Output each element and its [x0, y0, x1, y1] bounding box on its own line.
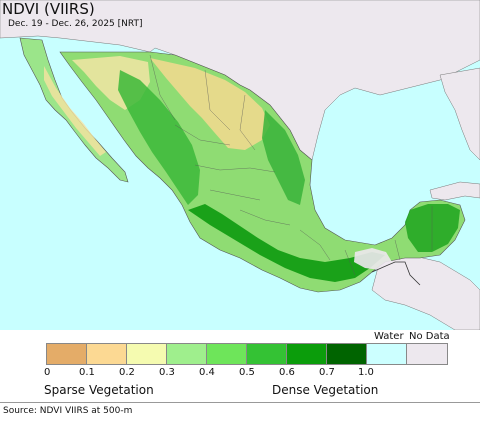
- legend-tick-4: 0.4: [199, 367, 215, 378]
- legend-tick-6: 0.6: [279, 367, 295, 378]
- sierra-madre-occidental-forest: [118, 70, 200, 205]
- tabasco-wetland-zone: [354, 248, 392, 270]
- legend-tick-7: 0.7: [319, 367, 335, 378]
- guatemala-border: [371, 261, 421, 286]
- legend-tick-0: 0: [44, 367, 51, 378]
- legend-swatch-7: [327, 344, 367, 364]
- legend-swatch-6: [287, 344, 327, 364]
- legend-swatch-water: [367, 344, 407, 364]
- northern-desert-zone: [150, 58, 270, 150]
- map-date-range: Dec. 19 - Dec. 26, 2025 [NRT]: [8, 19, 143, 29]
- southern-mexico-forest: [188, 204, 385, 282]
- sparse-vegetation-label: Sparse Vegetation: [44, 383, 154, 397]
- legend-swatch-0: [47, 344, 87, 364]
- mexico-ndvi-map: [0, 0, 480, 330]
- map-title: NDVI (VIIRS): [2, 0, 95, 18]
- gulf-of-california: [48, 54, 136, 170]
- legend-swatch-nodata: [407, 344, 447, 364]
- legend-swatch-2: [127, 344, 167, 364]
- legend-swatch-4: [207, 344, 247, 364]
- legend-swatch-1: [87, 344, 127, 364]
- sierra-madre-oriental-forest: [262, 110, 305, 205]
- legend-nodata-label: No Data: [409, 331, 450, 342]
- dense-vegetation-label: Dense Vegetation: [272, 383, 379, 397]
- legend-swatch-5: [247, 344, 287, 364]
- yucatan-peninsula-forest: [405, 204, 460, 252]
- legend-tick-2: 0.2: [119, 367, 135, 378]
- florida-landmass: [439, 67, 480, 161]
- baja-desert-zone: [44, 66, 106, 156]
- footer-divider: [0, 402, 480, 403]
- source-note: Source: NDVI VIIRS at 500-m: [3, 406, 133, 416]
- ndvi-color-legend: [46, 343, 448, 365]
- legend-tick-8: 1.0: [358, 367, 374, 378]
- cuba-landmass: [429, 181, 480, 201]
- legend-tick-3: 0.3: [159, 367, 175, 378]
- legend-swatch-3: [167, 344, 207, 364]
- legend-tick-1: 0.1: [79, 367, 95, 378]
- state-borders: [149, 54, 433, 276]
- legend-tick-5: 0.5: [239, 367, 255, 378]
- central-america-landmass: [371, 254, 480, 330]
- legend-water-label: Water: [374, 331, 404, 342]
